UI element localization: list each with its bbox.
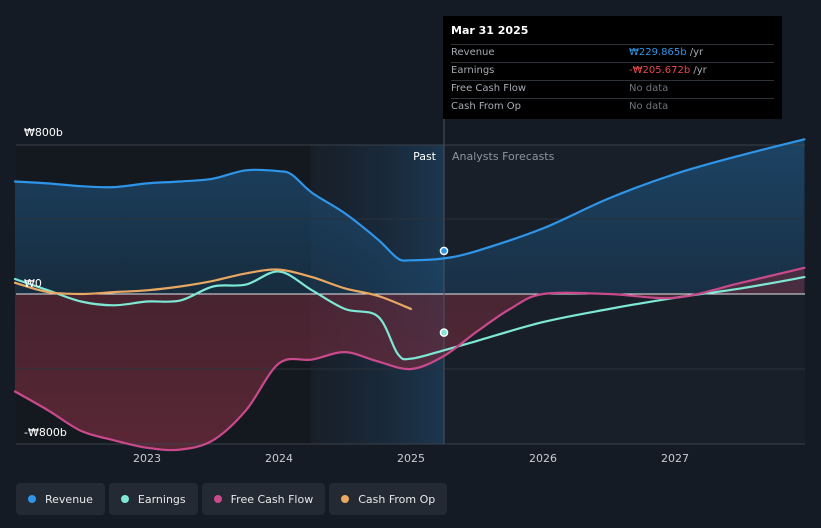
legend-item-cash-from-op[interactable]: Cash From Op xyxy=(329,483,448,515)
tooltip-label: Cash From Op xyxy=(451,101,522,112)
free-cash-flow-line xyxy=(13,266,806,452)
legend-label: Free Cash Flow xyxy=(230,492,314,506)
legend-dot-icon xyxy=(213,495,222,503)
tooltip-label: Free Cash Flow xyxy=(451,83,527,94)
legend-item-free-cash-flow[interactable]: Free Cash Flow xyxy=(201,483,326,515)
tooltip-unit: /yr xyxy=(686,47,704,58)
y-axis-label-bottom: -₩800b xyxy=(24,426,67,439)
legend-item-earnings[interactable]: Earnings xyxy=(108,483,198,515)
tooltip-row-earnings: Earnings -₩205.672b /yr xyxy=(451,62,774,80)
tooltip-label: Revenue xyxy=(451,47,495,58)
legend-dot-icon xyxy=(120,495,129,503)
tooltip-row-cash-from-op: Cash From Op No data xyxy=(451,98,774,116)
x-tick-label: 2025 xyxy=(397,452,425,465)
tooltip-unit: /yr xyxy=(690,65,707,76)
legend-label: Earnings xyxy=(137,492,186,506)
legend-dot-icon xyxy=(28,495,36,503)
y-axis-label-top: ₩800b xyxy=(24,126,63,139)
tooltip-value: No data xyxy=(629,101,669,112)
legend-dot-icon xyxy=(341,495,350,503)
tooltip-date: Mar 31 2025 xyxy=(451,24,529,37)
earnings-line xyxy=(13,270,806,361)
past-label: Past xyxy=(413,150,437,163)
chart-legend: Revenue Earnings Free Cash Flow Cash Fro… xyxy=(16,483,448,515)
x-tick-label: 2026 xyxy=(529,452,557,465)
tooltip-value: -₩205.672b xyxy=(629,65,691,76)
revenue-marker xyxy=(439,246,449,256)
tooltip-label: Earnings xyxy=(451,65,495,76)
tooltip-panel: Mar 31 2025 Revenue ₩229.865b /yr Earnin… xyxy=(443,16,782,119)
tooltip-value: ₩229.865b xyxy=(629,47,687,58)
legend-label: Revenue xyxy=(45,492,93,506)
y-axis-label-zero: ₩0 xyxy=(24,277,42,290)
earnings-marker xyxy=(439,328,449,337)
x-tick-label: 2023 xyxy=(133,452,161,465)
x-tick-label: 2027 xyxy=(661,452,689,465)
revenue-area xyxy=(15,139,805,294)
tooltip-row-revenue: Revenue ₩229.865b /yr xyxy=(451,44,774,62)
forecast-label: Analysts Forecasts xyxy=(452,150,555,163)
legend-label: Cash From Op xyxy=(358,492,436,506)
tooltip-value: No data xyxy=(629,83,669,94)
revenue-line xyxy=(13,138,806,262)
x-tick-label: 2024 xyxy=(265,452,293,465)
tooltip-row-free-cash-flow: Free Cash Flow No data xyxy=(451,80,774,98)
legend-item-revenue[interactable]: Revenue xyxy=(16,483,105,515)
cash-from-op-line xyxy=(13,268,413,311)
